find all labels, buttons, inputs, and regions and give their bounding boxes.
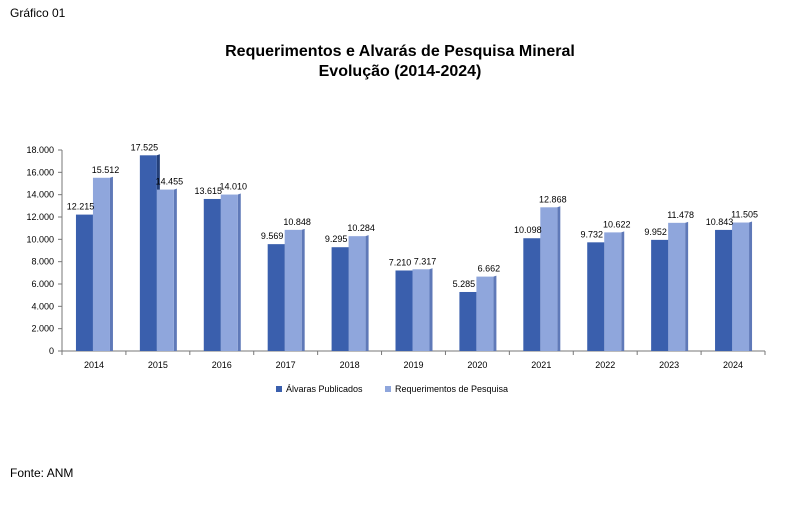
bar-side: [621, 231, 625, 351]
bar-side: [173, 188, 177, 351]
data-label: 10.284: [347, 223, 375, 233]
data-label: 10.098: [514, 225, 542, 235]
bar-alvaras-2021: [523, 238, 541, 351]
bar-alvaras-2018: [331, 247, 349, 351]
bar-side: [493, 275, 497, 351]
data-label: 11.505: [731, 210, 758, 220]
x-tick-label: 2014: [84, 360, 104, 370]
data-label: 11.478: [667, 210, 694, 220]
x-tick-label: 2024: [723, 360, 743, 370]
x-tick-label: 2022: [595, 360, 615, 370]
y-tick-label: 18.000: [26, 145, 54, 155]
y-tick-label: 10.000: [26, 234, 54, 244]
bar-alvaras-2015: [139, 155, 157, 351]
y-tick-label: 8.000: [31, 257, 54, 267]
bar-side: [429, 268, 433, 351]
legend: Álvaras Publicados Requerimentos de Pesqu…: [276, 384, 508, 394]
bar-alvaras-2023: [651, 239, 669, 351]
legend-label: Álvaras Publicados: [286, 384, 363, 394]
bar-requerimentos-2015: [156, 189, 174, 351]
chart-subtitle: Evolução (2014-2024): [318, 63, 482, 80]
data-label: 12.868: [539, 194, 567, 204]
x-tick-label: 2018: [340, 360, 360, 370]
x-tick-label: 2019: [403, 360, 423, 370]
x-tick-label: 2020: [467, 360, 487, 370]
bar-requerimentos-2021: [540, 207, 558, 351]
bar-side: [365, 235, 369, 351]
x-tick-label: 2023: [659, 360, 679, 370]
bar-requerimentos-2023: [668, 222, 686, 351]
bars: [75, 154, 753, 351]
data-label: 5.285: [453, 279, 476, 289]
y-tick-label: 12.000: [26, 212, 54, 222]
y-tick-label: 6.000: [31, 279, 54, 289]
data-label: 7.317: [414, 256, 437, 266]
x-tick-label: 2017: [276, 360, 296, 370]
bar-alvaras-2016: [203, 198, 221, 351]
bar-alvaras-2017: [267, 244, 285, 351]
legend-swatch: [385, 386, 391, 392]
bar-alvaras-2022: [587, 242, 605, 351]
bar-alvaras-2014: [75, 214, 93, 351]
bar-side: [301, 228, 305, 351]
data-label: 15.512: [92, 165, 120, 175]
bar-alvaras-2019: [395, 270, 413, 351]
axes: 0 2.000 4.000 6.000 8.000 10.000 12.000 14.000 1…: [26, 145, 766, 370]
data-label: 9.952: [644, 227, 667, 237]
data-label: 7.210: [389, 257, 412, 267]
data-label: 10.843: [706, 217, 734, 227]
bar-requerimentos-2024: [732, 222, 750, 351]
y-tick-label: 16.000: [26, 167, 54, 177]
legend-swatch: [276, 386, 282, 392]
bar-requerimentos-2017: [284, 229, 302, 351]
bar-side: [237, 193, 241, 351]
data-label: 12.215: [67, 202, 95, 212]
data-label: 9.295: [325, 234, 348, 244]
y-tick-label: 2.000: [31, 324, 54, 334]
data-label: 6.662: [478, 264, 501, 274]
bar-side: [685, 221, 689, 351]
bar-requerimentos-2016: [220, 194, 238, 351]
bar-requerimentos-2018: [348, 236, 366, 351]
x-tick-label: 2015: [148, 360, 168, 370]
data-label: 9.569: [261, 231, 284, 241]
x-tick-label: 2021: [531, 360, 551, 370]
data-label: 10.848: [283, 217, 311, 227]
bar-side: [109, 176, 113, 351]
y-tick-label: 14.000: [26, 190, 54, 200]
bar-alvaras-2024: [715, 229, 733, 351]
bar-requerimentos-2020: [476, 276, 494, 351]
legend-label: Requerimentos de Pesquisa: [395, 384, 508, 394]
source-note: Fonte: ANM: [10, 466, 74, 480]
data-label: 14.010: [220, 182, 248, 192]
bar-alvaras-2020: [459, 291, 477, 351]
bar-side: [557, 206, 561, 351]
x-tick-label: 2016: [212, 360, 232, 370]
chart-title-block: Requerimentos e Alvarás de Pesquisa Mine…: [0, 42, 800, 82]
bar-requerimentos-2019: [412, 269, 430, 351]
bar-side: [749, 221, 753, 351]
data-label: 17.525: [131, 142, 159, 152]
y-tick-label: 0: [49, 346, 54, 356]
y-tick-label: 4.000: [31, 301, 54, 311]
bar-requerimentos-2014: [92, 177, 110, 351]
bar-requerimentos-2022: [604, 232, 622, 351]
figure-label: Gráfico 01: [10, 6, 66, 20]
chart-title: Requerimentos e Alvarás de Pesquisa Mine…: [225, 43, 575, 60]
data-label: 9.732: [580, 229, 603, 239]
data-label: 13.615: [195, 186, 223, 196]
data-label: 10.622: [603, 219, 631, 229]
data-label: 14.455: [156, 177, 184, 187]
